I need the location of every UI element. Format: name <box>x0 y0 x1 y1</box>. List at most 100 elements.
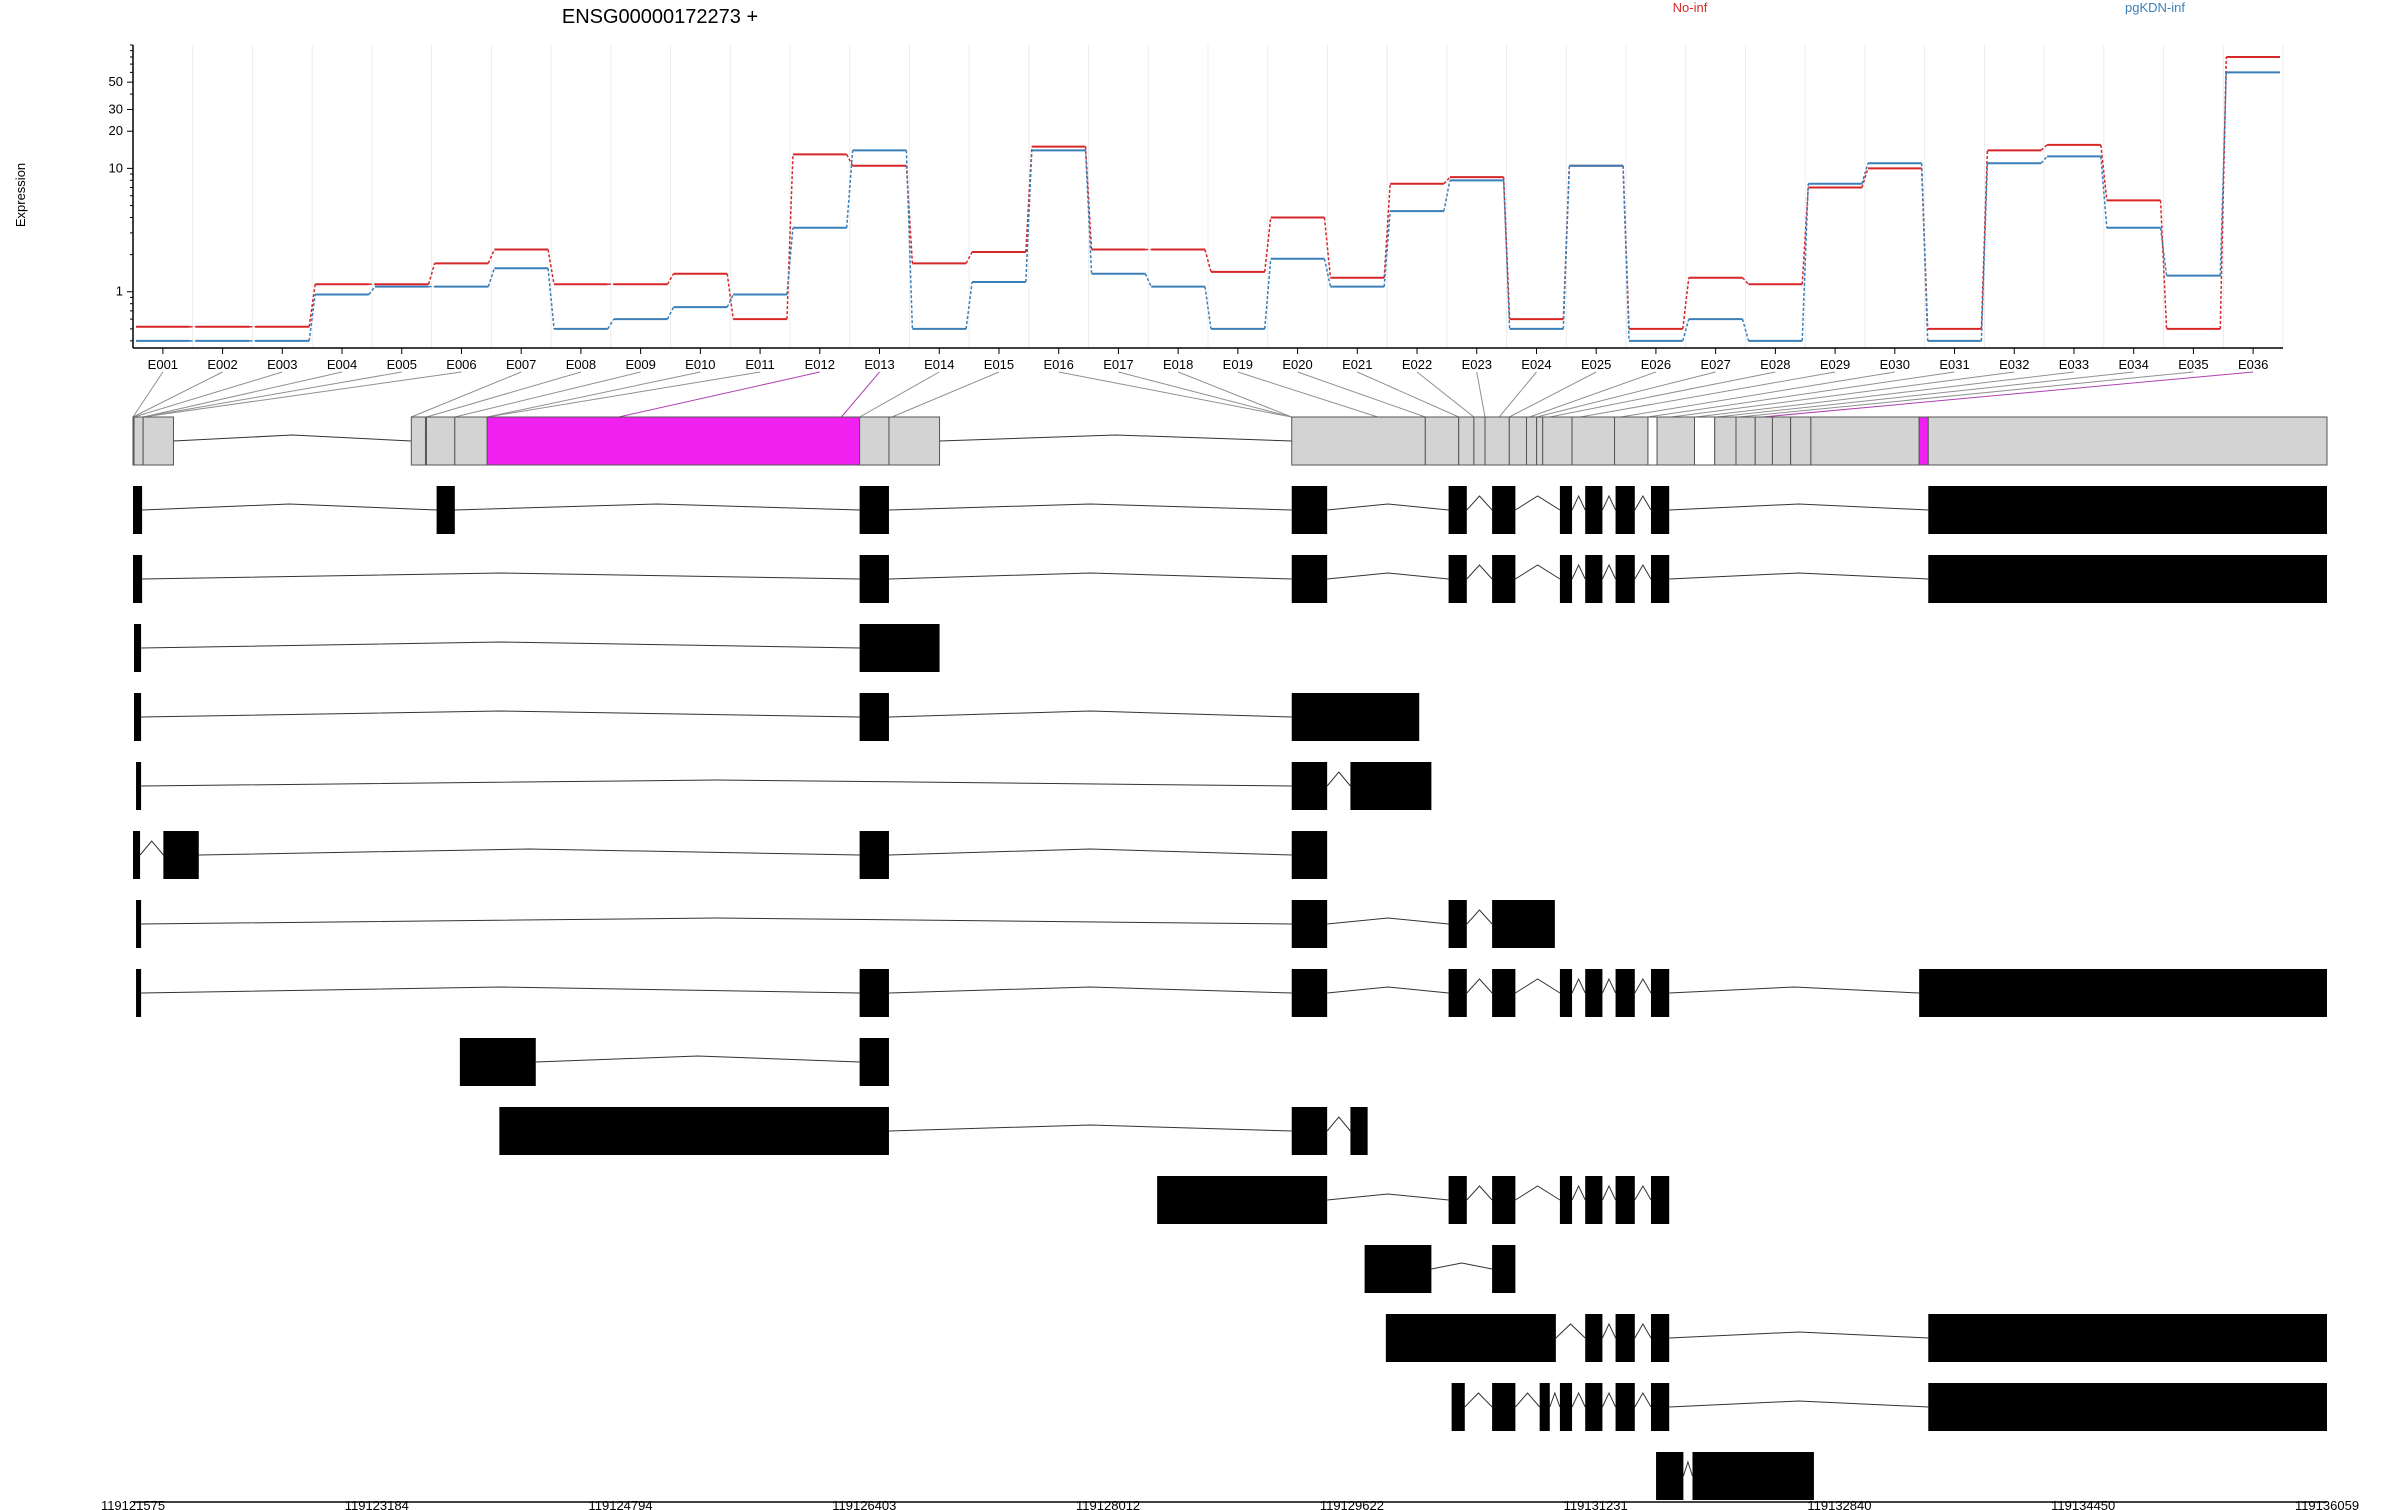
gene-model-exon <box>1754 416 1773 466</box>
transcript-intron <box>1669 503 1929 511</box>
gene-model-exon <box>1542 416 1573 466</box>
expression-series <box>136 55 2280 342</box>
legend-pgkdn-inf: pgKDN-inf <box>2125 0 2185 15</box>
transcript-exon <box>1692 1452 1814 1500</box>
transcript-exon <box>1650 1383 1670 1431</box>
transcript-intron <box>1601 1322 1617 1339</box>
transcript <box>133 486 2327 534</box>
y-axis-label: Expression <box>13 163 28 227</box>
transcript-exon <box>1291 900 1328 948</box>
transcript-exon <box>1448 969 1467 1017</box>
transcript-intron <box>1515 978 1561 994</box>
x-tick-label-e014: E014 <box>924 357 954 372</box>
series-connector <box>1204 286 1212 329</box>
transcript-exon <box>136 900 142 948</box>
transcript-exon <box>1585 1383 1603 1431</box>
transcript-intron <box>1571 494 1586 511</box>
transcript <box>1364 1245 1516 1293</box>
transcript-exon <box>1448 900 1467 948</box>
transcript <box>134 693 1420 741</box>
transcript-exon <box>1650 1314 1670 1362</box>
transcript-exon <box>1350 762 1432 810</box>
transcript-exon <box>1492 1245 1516 1293</box>
transcript-exon <box>133 486 143 534</box>
transcript-exon <box>1492 555 1516 603</box>
exon-connector <box>1671 371 2015 418</box>
series-pgkdn-inf <box>136 71 2280 342</box>
transcript-exon <box>859 831 889 879</box>
transcript-intron <box>1515 564 1561 580</box>
transcript-exon <box>136 969 142 1017</box>
transcript-intron <box>1515 1392 1541 1408</box>
series-connector <box>308 294 316 341</box>
x-tick-label-e033: E033 <box>2059 357 2089 372</box>
transcript-exon <box>1615 1176 1635 1224</box>
transcript-intron <box>141 986 860 994</box>
genomic-tick-label: 119126403 <box>832 1498 896 1510</box>
series-connector <box>1562 165 1571 329</box>
x-tick-label-e029: E029 <box>1820 357 1850 372</box>
transcript-exon <box>134 624 142 672</box>
x-tick-label-e004: E004 <box>327 357 357 372</box>
series-connector <box>726 294 734 308</box>
transcript-intron <box>1327 503 1449 511</box>
series-connector <box>2040 144 2048 151</box>
gene-model-intron <box>939 434 1292 442</box>
transcript-exon <box>163 831 199 879</box>
transcript-intron <box>1669 1400 1929 1408</box>
transcript <box>136 969 2327 1017</box>
transcript-intron <box>141 641 860 649</box>
gene-model-exon <box>1614 416 1649 466</box>
transcript-exon <box>134 693 142 741</box>
transcript-intron <box>1571 563 1586 580</box>
exon-connector <box>1297 371 1426 418</box>
gene-model-exon <box>1810 416 1920 466</box>
transcript-exon <box>1585 555 1603 603</box>
gene-model-exon <box>1927 416 2328 466</box>
x-tick-label-e005: E005 <box>387 357 417 372</box>
transcript-intron <box>1327 572 1449 580</box>
transcript-exon <box>1492 1383 1516 1431</box>
exon-connector <box>1498 371 1537 418</box>
series-connector <box>2159 200 2168 329</box>
gene-model-exon <box>1918 416 1929 466</box>
exon-connector <box>132 371 164 418</box>
gene-model-exon <box>454 416 488 466</box>
transcript-exon <box>1559 1383 1573 1431</box>
transcript-exon <box>1291 969 1328 1017</box>
x-tick-label-e034: E034 <box>2119 357 2149 372</box>
gene-model-exon <box>888 416 941 466</box>
transcript-exon <box>1928 1383 2327 1431</box>
transcript-exon <box>1492 900 1555 948</box>
transcript-intron <box>1327 1193 1449 1201</box>
x-tick-label-e016: E016 <box>1044 357 1074 372</box>
x-tick-label-e007: E007 <box>506 357 536 372</box>
exon-connector <box>1118 371 1292 418</box>
transcript-exon <box>1559 1176 1573 1224</box>
transcript-intron <box>1634 564 1652 580</box>
transcript-exon <box>1650 1176 1670 1224</box>
exon-connector <box>618 371 820 418</box>
x-tick-label-e024: E024 <box>1521 357 1551 372</box>
transcript <box>1157 1176 1670 1224</box>
transcript-intron <box>1669 986 1920 994</box>
transcript-exon <box>859 969 889 1017</box>
transcript-exon <box>1291 762 1328 810</box>
transcript-intron <box>1549 1391 1561 1408</box>
x-tick-label-e002: E002 <box>207 357 237 372</box>
gene-model-exon <box>1735 416 1756 466</box>
gene-model-exon <box>1771 416 1792 466</box>
transcript-exon <box>436 486 455 534</box>
transcript-exon <box>1585 1176 1603 1224</box>
exon-connector <box>1357 371 1459 418</box>
x-tick-label-e027: E027 <box>1700 357 1730 372</box>
series-connector <box>1443 180 1451 212</box>
transcript-intron <box>1326 771 1351 787</box>
transcript-exon <box>133 831 141 879</box>
genomic-tick-label: 119121575 <box>101 1498 165 1510</box>
transcript-exon <box>1615 969 1635 1017</box>
gene-model-exon <box>1790 416 1812 466</box>
x-tick-label-e015: E015 <box>984 357 1014 372</box>
exon-connector <box>1237 371 1378 418</box>
transcript-exon <box>1364 1245 1432 1293</box>
